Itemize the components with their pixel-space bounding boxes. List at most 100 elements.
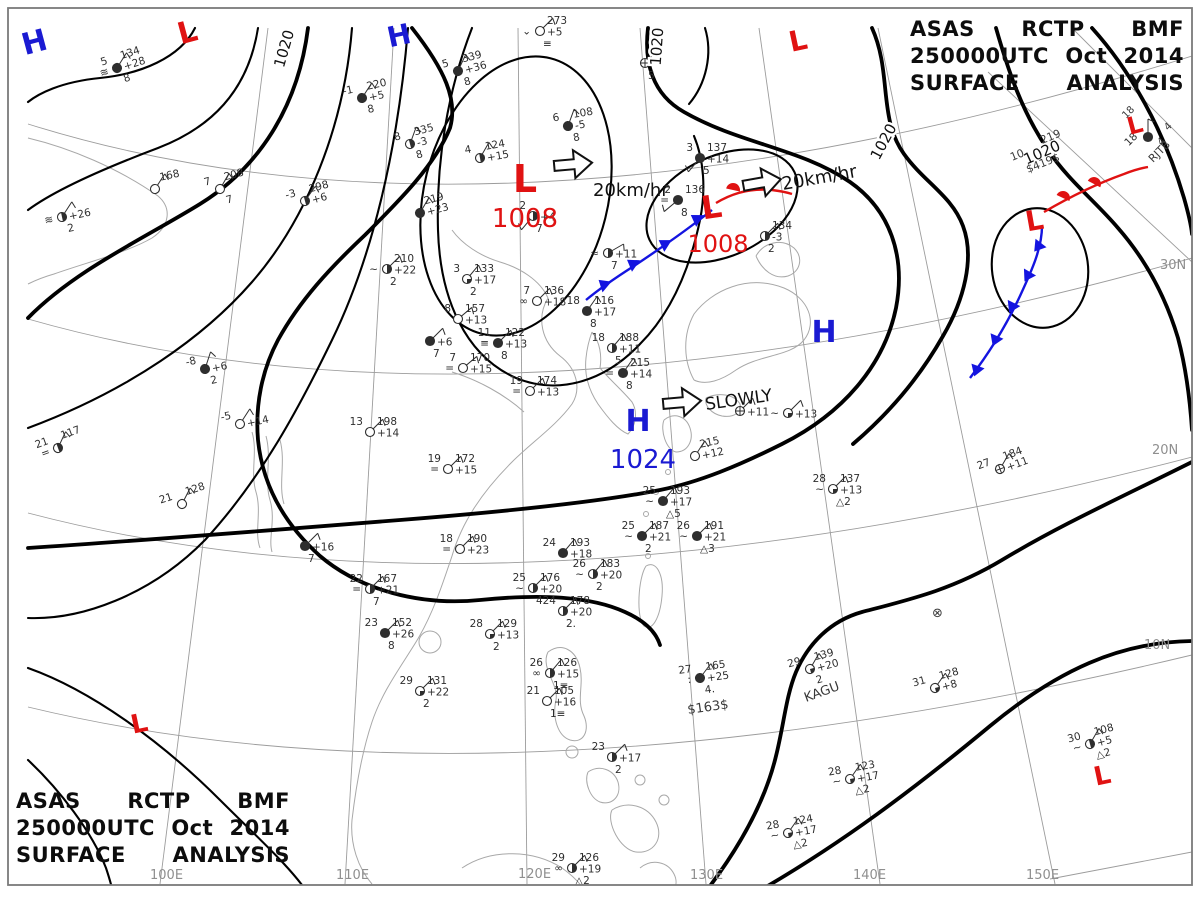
station-value: ~ xyxy=(770,829,781,842)
wind-barb-tick xyxy=(1147,118,1155,123)
island xyxy=(645,553,651,559)
wind-barb-tick xyxy=(818,653,824,660)
station-circle xyxy=(531,295,543,307)
wind-barb-tick xyxy=(573,108,580,115)
wind-barb-tick xyxy=(471,307,475,315)
station-value: ~ xyxy=(624,531,633,543)
station-value: 4. xyxy=(704,683,716,696)
isobar xyxy=(26,758,113,885)
station-value: +23 xyxy=(426,201,451,218)
station-value: 2 xyxy=(493,641,500,653)
station-value: 29 xyxy=(552,852,565,864)
coastline xyxy=(461,853,582,885)
station-circle xyxy=(492,337,504,349)
low-pressure-symbol: L xyxy=(1023,203,1046,239)
station-value: 2 xyxy=(390,276,397,288)
station-cross xyxy=(640,58,650,68)
station-value: 198 xyxy=(377,416,397,428)
station-value: 8 xyxy=(366,103,375,116)
station-value: 13 xyxy=(350,416,363,428)
station-value: 23 xyxy=(365,617,378,629)
station-value: 136 xyxy=(685,184,705,196)
station-quarter-fill xyxy=(810,667,815,674)
station-value: 339 xyxy=(461,49,483,66)
station-value: 122 xyxy=(505,327,525,339)
station-plot: +11 xyxy=(734,397,769,419)
station-value: = xyxy=(445,363,454,375)
wind-barb-tick xyxy=(442,328,446,336)
station-cross xyxy=(735,406,745,416)
station-value: 4 xyxy=(536,595,543,607)
station-half-fill xyxy=(61,212,67,222)
station-half-fill xyxy=(572,863,577,873)
coastline xyxy=(451,371,525,413)
station-plot: 7 208 7 xyxy=(203,167,245,207)
wind-barb-tick xyxy=(397,620,401,628)
isobar-value-label: 1020 xyxy=(647,27,668,66)
wind-barb-tick xyxy=(164,173,169,181)
pressure-value: 1008 xyxy=(492,204,558,234)
station-circle xyxy=(694,672,706,684)
station-circle xyxy=(581,305,593,317)
station-value: = xyxy=(352,584,361,596)
wind-barb-tick xyxy=(657,50,661,58)
station-value: +14 xyxy=(377,428,399,440)
station-quarter-fill xyxy=(788,832,793,838)
station-circle xyxy=(111,62,123,74)
title-word: Oct xyxy=(171,816,214,840)
station-value: 298 xyxy=(308,179,330,196)
station-value: +16 xyxy=(312,542,334,554)
station-value: +17 xyxy=(619,753,641,765)
coastline xyxy=(27,137,168,285)
station-plot: -8 +62 xyxy=(185,351,229,387)
station-value: 134 xyxy=(119,44,142,62)
station-value: ∞ xyxy=(532,668,541,680)
station-value: 190 xyxy=(467,533,487,545)
chart-title-top-right: ASAS RCTP BMF 250000UTC Oct 2014 SURFACE… xyxy=(910,16,1184,97)
low-pressure-symbol: L xyxy=(174,13,202,52)
wind-barb-tick xyxy=(542,378,546,386)
station-value: -1 xyxy=(342,84,355,98)
cold-front-triangle xyxy=(990,333,1004,347)
wind-barb-tick xyxy=(518,223,522,231)
station-value: 117 xyxy=(59,424,82,442)
cold-front-triangle xyxy=(658,240,672,252)
station-value: +8 xyxy=(941,678,959,694)
station-value: 21 xyxy=(527,685,540,697)
station-plot: -5 +14 xyxy=(220,408,270,430)
high-pressure-symbol: H xyxy=(18,23,51,63)
station-half-fill xyxy=(608,248,613,258)
title-word: BMF xyxy=(237,789,290,813)
low-pressure-symbol: L xyxy=(1124,110,1146,141)
station-plot: 5 xyxy=(639,49,661,82)
wind-barb-tick xyxy=(415,126,422,133)
wind-barb-tick xyxy=(460,456,464,464)
wind-barb-tick xyxy=(561,658,565,666)
station-value: 8 xyxy=(388,640,395,652)
station-plot: =21 117 xyxy=(33,424,82,460)
longitude-label: 120E xyxy=(518,867,551,882)
station-value: ≋ xyxy=(43,213,54,227)
station-circle xyxy=(234,418,246,430)
wind-barb-tick xyxy=(596,296,602,303)
station-value: ~ xyxy=(645,496,654,508)
station-plot: ≋5 134+288 xyxy=(98,44,147,85)
station-value: ∞ xyxy=(519,296,528,308)
station-plot: +67 xyxy=(424,327,453,360)
low-pressure-symbol: L xyxy=(128,708,150,741)
station-value: 21 xyxy=(158,491,174,507)
wind-barb-tick xyxy=(65,431,71,438)
parallel-line xyxy=(27,257,1192,375)
movement-speed-label: 20km/hr xyxy=(593,180,669,201)
station-value: 176 xyxy=(540,572,560,584)
station-plot: ~210+222 xyxy=(369,253,416,288)
station-value: +21 xyxy=(704,532,726,544)
station-value: 124 xyxy=(792,812,814,827)
wind-barb-tick xyxy=(584,855,588,863)
station-half-fill xyxy=(533,583,538,593)
high-pressure-symbol: H xyxy=(811,315,836,350)
wind-barb-tick xyxy=(575,598,579,606)
station-quarter-fill xyxy=(420,691,425,696)
parallel-line xyxy=(27,55,1192,185)
